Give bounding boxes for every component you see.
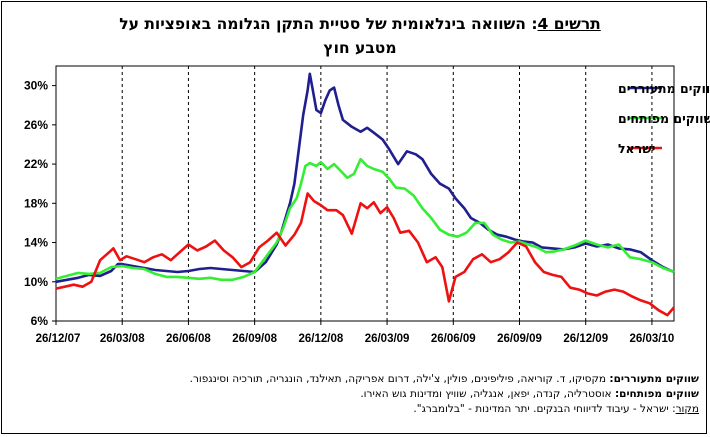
title-line1: : השוואה בינלאומית של סטיית התקן הגלומה … bbox=[119, 15, 538, 33]
x-tick-label: 26/12/09 bbox=[563, 333, 608, 345]
y-tick-label: 30% bbox=[24, 79, 48, 93]
x-tick-label: 26/09/09 bbox=[497, 333, 542, 345]
plot-area bbox=[55, 65, 675, 322]
x-tick-label: 26/03/09 bbox=[365, 333, 410, 345]
y-tick-label: 18% bbox=[24, 196, 48, 210]
legend-label-0: ממוצע שווקים מתעוררים bbox=[618, 81, 710, 96]
note-source: מקור: ישראל - עיבוד לדיווחי הבנקים. יתר … bbox=[413, 403, 699, 415]
series-line-1 bbox=[55, 157, 675, 282]
legend-label-2: ישראל bbox=[618, 141, 655, 156]
y-tick-label: 22% bbox=[24, 157, 48, 171]
note-developed: שווקים מפותחים: אוסטרליה, קנדה, יפאן, אנ… bbox=[360, 388, 699, 400]
x-tick-label: 26/12/08 bbox=[298, 333, 343, 345]
note-emerging: שווקים מתעוררים: מקסיקו, ד. קוריאה, פילי… bbox=[189, 373, 699, 385]
chart-title: תרשים 4: השוואה בינלאומית של סטיית התקן … bbox=[60, 12, 660, 60]
x-tick-label: 26/06/09 bbox=[431, 333, 476, 345]
x-tick-label: 26/03/10 bbox=[630, 333, 675, 345]
y-tick-label: 26% bbox=[24, 118, 48, 132]
y-tick-label: 10% bbox=[24, 275, 48, 289]
title-line2: מטבע חוץ bbox=[323, 39, 397, 57]
x-tick-label: 26/12/07 bbox=[36, 333, 81, 345]
y-tick-label: 14% bbox=[24, 236, 48, 250]
legend-label-1: ממוצע שווקים מפותחים bbox=[618, 111, 710, 126]
chart-notes: שווקים מתעוררים: מקסיקו, ד. קוריאה, פילי… bbox=[95, 372, 699, 417]
x-tick-label: 26/03/08 bbox=[100, 333, 145, 345]
x-tick-label: 26/06/08 bbox=[166, 333, 211, 345]
series-line-2 bbox=[55, 192, 675, 317]
series-line-0 bbox=[55, 72, 675, 284]
title-prefix: תרשים 4 bbox=[537, 15, 601, 33]
y-tick-label: 6% bbox=[31, 314, 49, 328]
x-tick-label: 26/09/08 bbox=[232, 333, 277, 345]
